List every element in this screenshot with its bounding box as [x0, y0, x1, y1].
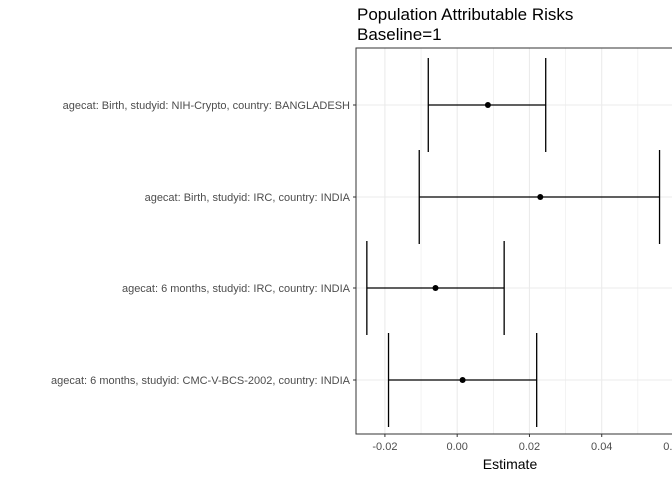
- estimate-point: [459, 377, 466, 383]
- x-axis-title: Estimate: [483, 456, 538, 472]
- y-tick-label: agecat: 6 months, studyid: IRC, country:…: [122, 283, 351, 295]
- estimate-point: [537, 194, 544, 200]
- y-tick-label: agecat: 6 months, studyid: CMC-V-BCS-200…: [51, 375, 351, 387]
- x-tick-label: 0.06: [663, 441, 672, 453]
- x-tick-label: -0.02: [372, 441, 397, 453]
- x-tick-label: 0.04: [591, 441, 612, 453]
- x-tick-label: 0.02: [519, 441, 540, 453]
- chart-title: Population Attributable Risks: [357, 5, 573, 24]
- y-tick-label: agecat: Birth, studyid: NIH-Crypto, coun…: [63, 100, 350, 112]
- y-axis: agecat: Birth, studyid: NIH-Crypto, coun…: [51, 100, 356, 387]
- plot-panel: [355, 47, 672, 435]
- x-tick-label: 0.00: [446, 441, 467, 453]
- estimate-point: [484, 102, 491, 108]
- y-tick-label: agecat: Birth, studyid: IRC, country: IN…: [145, 192, 351, 204]
- x-axis: -0.02 0.00 0.02 0.04 0.06: [372, 434, 672, 453]
- chart-subtitle: Baseline=1: [357, 25, 442, 44]
- error-bars: [366, 58, 661, 427]
- estimate-point: [432, 285, 439, 291]
- grid-lines: [356, 48, 672, 434]
